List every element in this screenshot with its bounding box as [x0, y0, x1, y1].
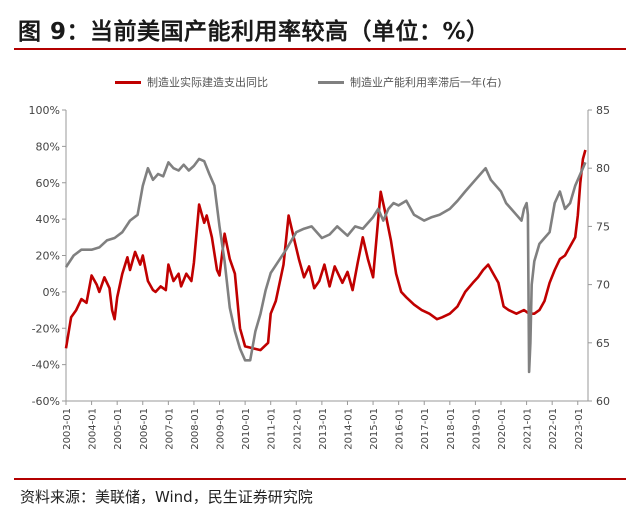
y-left-tick-label: 80% — [36, 140, 60, 153]
x-tick-label: 2015-01 — [369, 408, 380, 450]
y-left-tick-label: 100% — [29, 104, 60, 117]
y-left-tick-label: 40% — [36, 213, 60, 226]
x-tick-label: 2021-01 — [523, 408, 534, 450]
y-right-tick-label: 80 — [596, 162, 610, 175]
legend-label-construction: 制造业实际建造支出同比 — [147, 76, 268, 89]
y-right-tick-label: 75 — [596, 220, 610, 233]
legend-swatch-red — [115, 80, 141, 84]
x-tick-label: 2007-01 — [164, 408, 175, 450]
x-tick-label: 2022-01 — [548, 408, 559, 450]
y-left-tick-label: 20% — [36, 250, 60, 263]
x-tick-label: 2011-01 — [267, 408, 278, 450]
x-tick-label: 2009-01 — [216, 408, 227, 450]
x-tick-label: 2018-01 — [446, 408, 457, 450]
series-line-construction — [64, 149, 587, 352]
legend-swatch-gray — [318, 80, 344, 84]
x-tick-label: 2005-01 — [113, 408, 124, 450]
y-right-tick-label: 60 — [596, 395, 610, 408]
line-chart: -60% -40% -20% 0% 20% 40% 60% 80% 100% 60 65 70 75 80… — [29, 104, 610, 450]
x-tick-label: 2020-01 — [497, 408, 508, 450]
x-tick-label: 2006-01 — [139, 408, 150, 450]
series-line-capacity — [64, 157, 587, 374]
x-tick-label: 2014-01 — [343, 408, 354, 450]
y-left-tick-label: -60% — [32, 395, 60, 408]
source-divider — [14, 478, 626, 480]
x-tick-label: 2017-01 — [420, 408, 431, 450]
x-tick-label: 2003-01 — [62, 408, 73, 450]
title-divider — [14, 48, 626, 50]
x-tick-label: 2004-01 — [88, 408, 99, 450]
x-tick-label: 2008-01 — [190, 408, 201, 450]
x-tick-label: 2012-01 — [292, 408, 303, 450]
y-left-tick-label: -40% — [32, 359, 60, 372]
figure-title: 图 9：当前美国产能利用率较高（单位：%） — [18, 19, 490, 45]
legend-item-construction: 制造业实际建造支出同比 — [115, 74, 268, 90]
legend-item-capacity: 制造业产能利用率滞后一年(右) — [318, 74, 502, 90]
y-right-tick-label: 70 — [596, 279, 610, 292]
y-left-tick-label: -20% — [32, 322, 60, 335]
x-tick-label: 2013-01 — [318, 408, 329, 450]
x-tick-label: 2023-01 — [574, 408, 585, 450]
y-left-tick-label: 60% — [36, 177, 60, 190]
x-tick-label: 2019-01 — [471, 408, 482, 450]
y-left-tick-label: 0% — [43, 286, 60, 299]
legend-label-capacity: 制造业产能利用率滞后一年(右) — [350, 76, 502, 89]
source-note: 资料来源：美联储，Wind，民生证券研究院 — [20, 488, 313, 506]
x-tick-label: 2010-01 — [241, 408, 252, 450]
y-right-tick-label: 65 — [596, 337, 610, 350]
y-right-tick-label: 85 — [596, 104, 610, 117]
x-tick-label: 2016-01 — [395, 408, 406, 450]
